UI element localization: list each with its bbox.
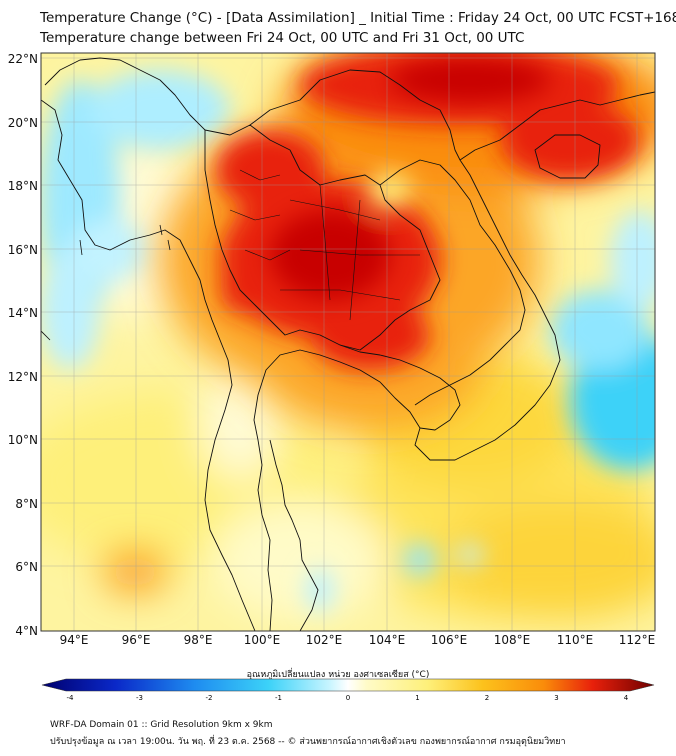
myanmar-coastline — [41, 99, 256, 631]
temperature-change-map — [40, 52, 656, 632]
hainan-island — [534, 134, 601, 179]
lon-label-100e: 100°E — [243, 633, 281, 647]
lat-label-18n: 18°N — [7, 179, 38, 193]
andaman-islands — [41, 224, 171, 341]
colorbar-bar — [41, 678, 655, 692]
lat-label-8n: 8°N — [15, 497, 38, 511]
province-lines-2 — [229, 169, 291, 261]
lon-label-104e: 104°E — [368, 633, 406, 647]
lat-label-10n: 10°N — [7, 433, 38, 447]
china-border — [249, 69, 461, 161]
temperature-field — [41, 53, 655, 631]
colorbar-tick-label: -1 — [275, 694, 282, 702]
colorbar-title: อุณหภูมิเปลี่ยนแปลง หน่วย องศาเซลเซียส (… — [246, 670, 430, 680]
plot-frame — [40, 52, 656, 632]
province-lines-1 — [280, 184, 420, 321]
lon-label-94e: 94°E — [59, 633, 89, 647]
colorbar-tick-label: -4 — [67, 694, 75, 702]
lat-label-16n: 16°N — [7, 243, 38, 257]
colorbar-tick-label: 0 — [346, 694, 350, 702]
cambodia-border — [339, 344, 461, 431]
malay-peninsula-east — [269, 439, 319, 631]
lat-label-12n: 12°N — [7, 370, 38, 384]
lon-label-108e: 108°E — [493, 633, 531, 647]
map-title: Temperature Change (°C) - [Data Assimila… — [40, 10, 676, 26]
colorbar-tick-label: 2 — [485, 694, 489, 702]
colorbar-tick-label: -3 — [136, 694, 143, 702]
thailand-border — [204, 124, 441, 351]
colorbar-tick-label: -2 — [206, 694, 213, 702]
lat-label-4n: 4°N — [15, 624, 38, 638]
lat-label-22n: 22°N — [7, 52, 38, 66]
myanmar-border — [44, 57, 206, 131]
laos-vietnam-border — [379, 159, 526, 406]
lon-label-96e: 96°E — [121, 633, 151, 647]
colorbar-tick-label: 1 — [415, 694, 419, 702]
gulf-of-thailand-coast — [253, 91, 655, 631]
lat-label-20n: 20°N — [7, 116, 38, 130]
map-subtitle: Temperature change between Fri 24 Oct, 0… — [40, 30, 525, 46]
colorbar-tick-label: 4 — [624, 694, 629, 702]
colorbar: -4 -3 -2 -1 0 1 2 3 4 — [41, 678, 655, 702]
lon-label-106e: 106°E — [430, 633, 468, 647]
footer-model-info: WRF-DA Domain 01 :: Grid Resolution 9km … — [50, 720, 273, 730]
lat-label-6n: 6°N — [15, 560, 38, 574]
lon-label-98e: 98°E — [183, 633, 213, 647]
footer-credit: ปรับปรุงข้อมูล ณ เวลา 19:00น. วัน พฤ. ที… — [50, 737, 566, 747]
lon-label-110e: 110°E — [556, 633, 594, 647]
lon-label-102e: 102°E — [305, 633, 343, 647]
lon-label-112e: 112°E — [618, 633, 656, 647]
colorbar-tick-label: 3 — [554, 694, 558, 702]
lat-label-14n: 14°N — [7, 306, 38, 320]
